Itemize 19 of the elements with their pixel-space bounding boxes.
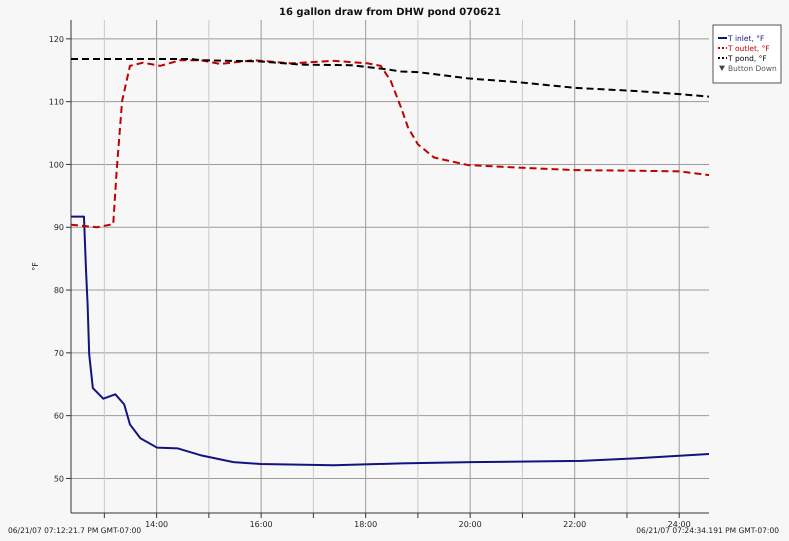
y-tick-label: 70 bbox=[54, 348, 64, 358]
line-series bbox=[70, 59, 710, 228]
chart-title: 16 gallon draw from DHW pond 070621 bbox=[279, 7, 502, 18]
x-tick-label: 16:00 bbox=[250, 520, 273, 529]
y-axis-title: °F bbox=[31, 262, 40, 271]
y-tick-label: 60 bbox=[54, 412, 64, 421]
x-tick-label: 18:00 bbox=[354, 520, 378, 529]
y-tick-label: 120 bbox=[48, 34, 64, 44]
y-tick-label: 80 bbox=[54, 286, 64, 296]
line-series bbox=[70, 58, 710, 98]
x-tick-label: 14:00 bbox=[145, 520, 168, 529]
y-tick-label: 100 bbox=[48, 160, 64, 170]
line-series bbox=[70, 216, 710, 466]
y-tick-label: 110 bbox=[48, 98, 64, 107]
x-tick-label: 24:00 bbox=[668, 520, 691, 529]
y-tick-label: 50 bbox=[54, 474, 64, 484]
x-tick-label: 22:00 bbox=[563, 520, 586, 529]
y-tick-label: 90 bbox=[54, 223, 64, 232]
x-tick-label: 20:00 bbox=[458, 520, 482, 529]
